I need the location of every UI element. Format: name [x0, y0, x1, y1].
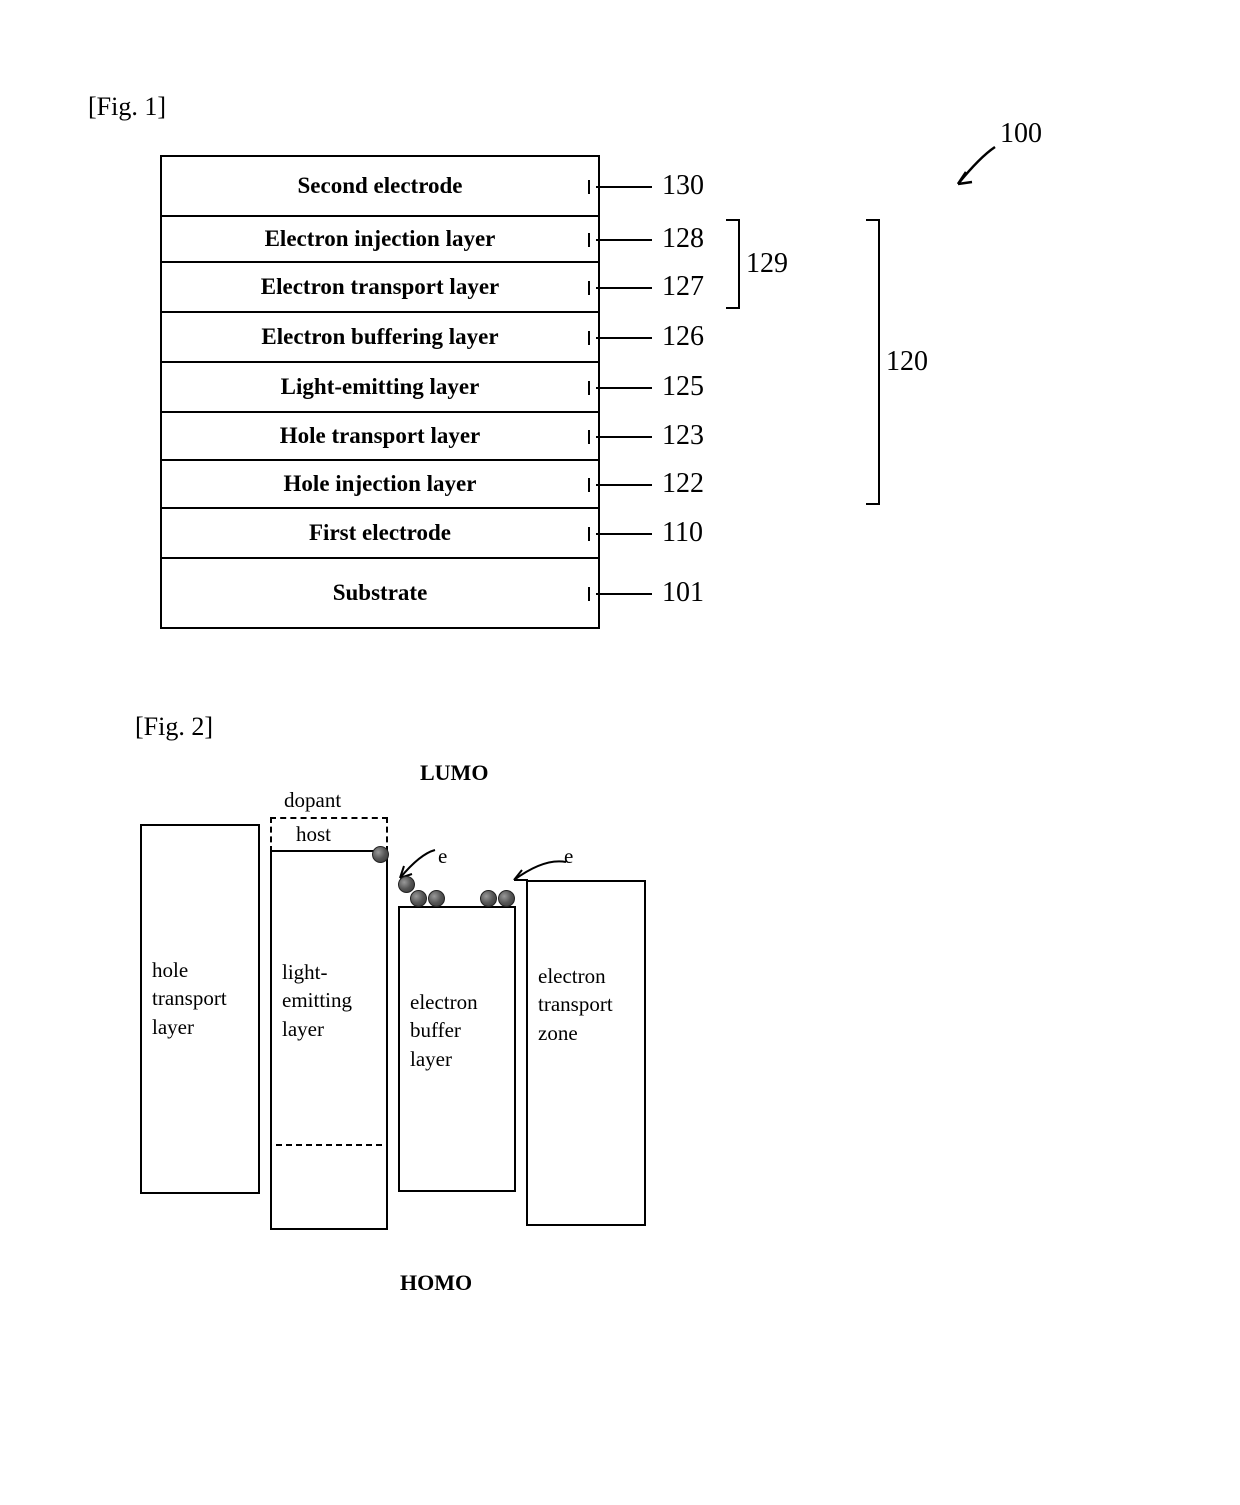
fig2-caption: [Fig. 2]: [135, 712, 213, 742]
group-ref-120: 120: [886, 346, 928, 378]
layer-130: Second electrode: [160, 155, 600, 217]
tick-122: [596, 484, 652, 486]
layer-ref-110: 110: [662, 517, 703, 549]
layer-110: First electrode: [160, 507, 600, 559]
electron-4: [480, 890, 497, 907]
layer-127: Electron transport layer: [160, 261, 600, 313]
tick-127: [596, 287, 652, 289]
light-emitting-layer: light- emitting layer: [270, 850, 388, 1230]
tick-130: [596, 186, 652, 188]
electron-buffer-layer: electron buffer layer: [398, 906, 516, 1192]
layer-122: Hole injection layer: [160, 459, 600, 509]
layer-ref-123: 123: [662, 420, 704, 452]
tick-110: [596, 533, 652, 535]
dopant-dash: [270, 817, 388, 852]
electron-3: [428, 890, 445, 907]
e-label-2: e: [564, 844, 573, 869]
layer-126: Electron buffering layer: [160, 311, 600, 363]
electron-2: [410, 890, 427, 907]
homo-dash: [276, 1144, 382, 1146]
layer-ref-130: 130: [662, 170, 704, 202]
fig1-caption: [Fig. 1]: [88, 92, 166, 122]
hole-transport-layer-label: hole transport layer: [152, 956, 227, 1041]
electron-0: [372, 846, 389, 863]
electron-buffer-layer-label: electron buffer layer: [410, 988, 478, 1073]
tick-128: [596, 239, 652, 241]
electron-5: [498, 890, 515, 907]
layer-101: Substrate: [160, 557, 600, 629]
assembly-ref-arrow: [940, 142, 1010, 197]
dopant-label: dopant: [284, 788, 341, 813]
light-emitting-layer-label: light- emitting layer: [282, 958, 352, 1043]
e-label-1: e: [438, 844, 447, 869]
layer-125: Light-emitting layer: [160, 361, 600, 413]
electron-transport-zone-label: electron transport zone: [538, 962, 613, 1047]
layer-128: Electron injection layer: [160, 215, 600, 263]
layer-ref-127: 127: [662, 271, 704, 303]
layer-ref-101: 101: [662, 577, 704, 609]
tick-126: [596, 337, 652, 339]
lumo-label: LUMO: [420, 760, 488, 786]
assembly-ref-100: 100: [1000, 118, 1042, 150]
bracket-120: [866, 219, 880, 505]
layer-ref-125: 125: [662, 371, 704, 403]
layer-123: Hole transport layer: [160, 411, 600, 461]
hole-transport-layer: hole transport layer: [140, 824, 260, 1194]
electron-1: [398, 876, 415, 893]
group-ref-129: 129: [746, 248, 788, 280]
tick-123: [596, 436, 652, 438]
tick-101: [596, 593, 652, 595]
layer-ref-126: 126: [662, 321, 704, 353]
tick-125: [596, 387, 652, 389]
bracket-129: [726, 219, 740, 309]
fig1-layer-stack: Second electrodeElectron injection layer…: [160, 155, 600, 629]
electron-transport-zone: electron transport zone: [526, 880, 646, 1226]
layer-ref-128: 128: [662, 223, 704, 255]
homo-label: HOMO: [400, 1270, 472, 1296]
layer-ref-122: 122: [662, 468, 704, 500]
